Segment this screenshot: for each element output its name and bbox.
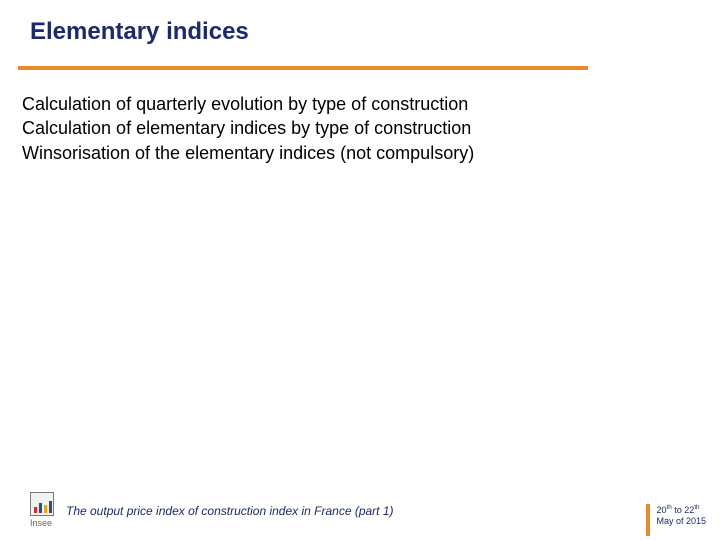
footer: Insee The output price index of construc… bbox=[0, 484, 720, 540]
date-to-word: to bbox=[674, 505, 682, 515]
body-line: Calculation of elementary indices by typ… bbox=[22, 116, 474, 140]
date-block: 20th to 22th May of 2015 bbox=[646, 504, 706, 528]
date-month-year: May of 2015 bbox=[656, 516, 706, 526]
logo-label: Insee bbox=[30, 518, 54, 528]
body-line: Calculation of quarterly evolution by ty… bbox=[22, 92, 474, 116]
insee-logo: Insee bbox=[30, 492, 54, 528]
date-day-from: 20 bbox=[656, 505, 666, 515]
date-ord-from: th bbox=[666, 504, 671, 511]
footer-subtitle: The output price index of construction i… bbox=[66, 504, 394, 518]
logo-bar bbox=[44, 505, 47, 513]
slide-title: Elementary indices bbox=[30, 18, 249, 46]
date-ord-to: th bbox=[694, 504, 699, 511]
title-divider bbox=[18, 66, 588, 70]
logo-box bbox=[30, 492, 54, 516]
date-day-to: 22 bbox=[684, 505, 694, 515]
slide: Elementary indices Calculation of quarte… bbox=[0, 0, 720, 540]
logo-bar bbox=[39, 503, 42, 513]
logo-bar bbox=[34, 507, 37, 513]
body-line: Winsorisation of the elementary indices … bbox=[22, 141, 474, 165]
body-text: Calculation of quarterly evolution by ty… bbox=[22, 92, 474, 165]
date-vertical-bar bbox=[646, 504, 650, 536]
logo-bar bbox=[49, 501, 52, 513]
date-text: 20th to 22th May of 2015 bbox=[646, 504, 706, 528]
logo-bars bbox=[34, 501, 52, 513]
